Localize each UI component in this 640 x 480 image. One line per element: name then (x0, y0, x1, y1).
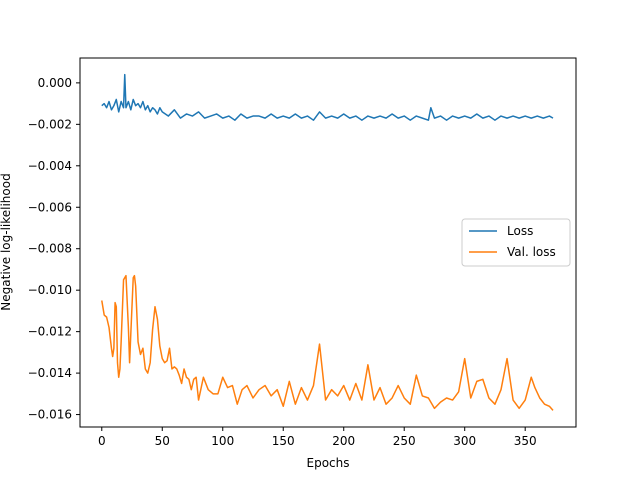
y-tick-label: −0.006 (28, 200, 72, 214)
series-layer (101, 73, 554, 411)
x-tick-label: 350 (514, 434, 537, 448)
x-tick-label: 250 (393, 434, 416, 448)
x-axis: 0 50 100 150 200 250 300 350 (98, 427, 537, 448)
x-tick-label: 50 (155, 434, 170, 448)
x-tick-label: 200 (332, 434, 355, 448)
x-tick-label: 150 (272, 434, 295, 448)
series-line-val-loss (101, 274, 554, 411)
y-tick-label: −0.008 (28, 242, 72, 256)
y-tick-label: −0.012 (28, 325, 72, 339)
x-tick-label: 300 (453, 434, 476, 448)
y-axis-label: Negative log-likelihood (0, 173, 13, 310)
legend: Loss Val. loss (461, 218, 571, 267)
legend-label-val-loss: Val. loss (507, 245, 556, 259)
y-tick-label: −0.010 (28, 283, 72, 297)
y-tick-label: −0.014 (28, 366, 72, 380)
plot-frame (79, 57, 577, 428)
legend-label-loss: Loss (507, 224, 533, 238)
x-tick-label: 0 (98, 434, 106, 448)
x-axis-label: Epochs (307, 456, 350, 470)
series-line-loss (101, 73, 554, 121)
y-tick-label: −0.002 (28, 117, 72, 131)
y-tick-label: −0.004 (28, 159, 72, 173)
y-axis: 0.000 −0.002 −0.004 −0.006 −0.008 −0.010 −0.01… (28, 76, 80, 422)
x-tick-label: 100 (211, 434, 234, 448)
y-tick-label: 0.000 (38, 76, 72, 90)
y-tick-label: −0.016 (28, 408, 72, 422)
